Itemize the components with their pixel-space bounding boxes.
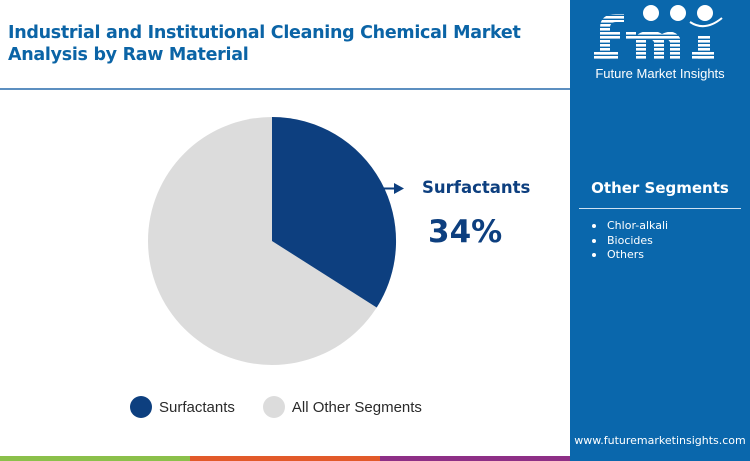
other-segments-list: Chlor-alkali Biocides Others — [592, 219, 668, 263]
legend-swatch-icon — [262, 396, 285, 418]
bar-segment-purple — [380, 456, 570, 461]
legend-swatch-icon — [130, 396, 152, 418]
bullet-icon — [592, 253, 596, 258]
legend-item-all-other-segments: All Other Segments — [262, 396, 422, 418]
fmi-logo-icon — [594, 5, 723, 60]
other-segments-divider — [579, 208, 741, 209]
callout-value: 34% — [428, 214, 503, 250]
website-link[interactable]: www.futuremarketinsights.com — [574, 434, 746, 447]
legend-item-surfactants: Surfactants — [130, 396, 235, 418]
callout-arrow-icon — [394, 183, 404, 194]
list-item: Others — [592, 248, 668, 263]
bar-segment-green — [0, 456, 190, 461]
sidebar: Future Market Insights Other Segments Ch… — [570, 0, 750, 461]
other-segments-heading: Other Segments — [591, 179, 729, 197]
title-divider — [0, 88, 570, 90]
legend-label: Surfactants — [159, 398, 235, 416]
pie-slice-surfactants — [272, 116, 397, 308]
legend-label: All Other Segments — [291, 398, 422, 416]
bar-segment-orange — [190, 456, 380, 461]
chart-legend: Surfactants All Other Segments — [130, 396, 450, 418]
bottom-color-bar — [0, 456, 570, 461]
list-item: Biocides — [592, 234, 668, 249]
bullet-icon — [592, 238, 596, 243]
pie-chart — [148, 116, 404, 365]
title-line-1: Industrial and Institutional Cleaning Ch… — [8, 23, 521, 43]
list-item: Chlor-alkali — [592, 219, 668, 234]
pie-chart-area — [0, 90, 570, 440]
logo-text: Future Market Insights — [595, 66, 725, 81]
callout-label: Surfactants — [422, 178, 531, 197]
page-title: Industrial and Institutional Cleaning Ch… — [8, 22, 568, 66]
bullet-icon — [592, 224, 596, 229]
title-line-2: Analysis by Raw Material — [8, 45, 249, 65]
